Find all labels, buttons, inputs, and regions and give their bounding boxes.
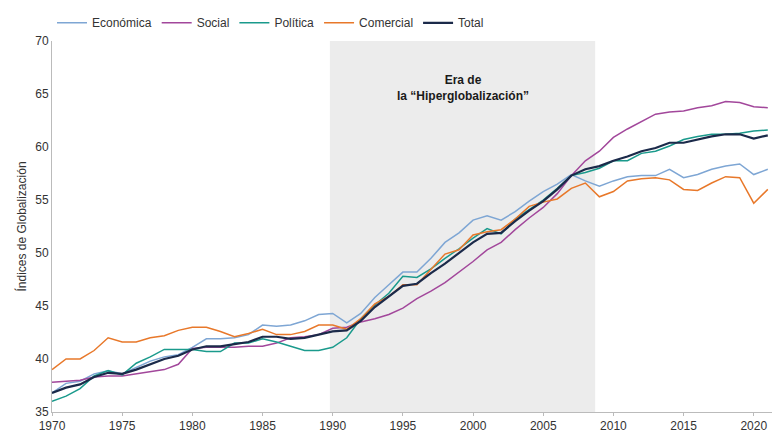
svg-text:Económica: Económica [92, 16, 152, 30]
svg-text:Social: Social [197, 16, 230, 30]
svg-text:1995: 1995 [390, 419, 417, 433]
svg-text:50: 50 [35, 246, 49, 260]
svg-text:Índices de Globalización: Índices de Globalización [14, 161, 29, 291]
svg-text:55: 55 [35, 193, 49, 207]
svg-text:1975: 1975 [109, 419, 136, 433]
svg-text:2000: 2000 [460, 419, 487, 433]
svg-text:2010: 2010 [600, 419, 627, 433]
svg-text:1970: 1970 [39, 419, 66, 433]
svg-text:45: 45 [35, 299, 49, 313]
svg-text:1980: 1980 [179, 419, 206, 433]
svg-text:Era dela “Hiperglobalización”: Era dela “Hiperglobalización” [397, 73, 529, 103]
svg-text:70: 70 [35, 34, 49, 48]
svg-text:2005: 2005 [530, 419, 557, 433]
svg-text:35: 35 [35, 405, 49, 419]
svg-text:2015: 2015 [670, 419, 697, 433]
svg-text:Total: Total [458, 16, 483, 30]
svg-text:2020: 2020 [740, 419, 767, 433]
svg-text:Política: Política [274, 16, 314, 30]
svg-text:1985: 1985 [249, 419, 276, 433]
svg-text:1990: 1990 [319, 419, 346, 433]
svg-text:65: 65 [35, 87, 49, 101]
svg-text:Comercial: Comercial [359, 16, 413, 30]
svg-text:60: 60 [35, 140, 49, 154]
svg-text:40: 40 [35, 352, 49, 366]
